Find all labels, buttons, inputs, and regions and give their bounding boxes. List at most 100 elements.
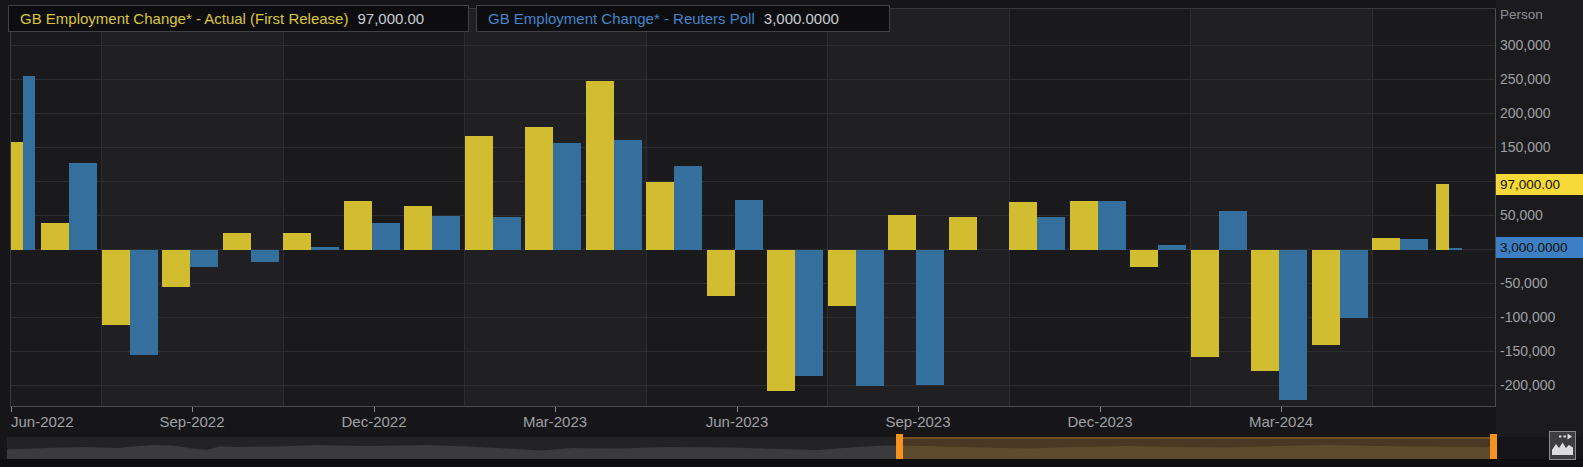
x-axis-tick-label: Sep-2023 (885, 413, 950, 430)
bar-poll-Sep-2022 (190, 250, 218, 267)
bar-actual-Feb-2023 (465, 136, 493, 250)
chart-plot-area[interactable] (10, 8, 1496, 407)
bar-actual-Oct-2022 (223, 233, 251, 250)
y-axis-tick-label: -100,000 (1500, 309, 1555, 325)
y-axis-tick-label: 50,000 (1500, 207, 1543, 223)
y-axis-tick-label: 300,000 (1500, 37, 1551, 53)
bar-poll-Feb-2023 (493, 217, 521, 250)
x-axis-tick-label: Dec-2022 (341, 413, 406, 430)
vertical-gridline (1372, 9, 1373, 406)
bar-poll-Nov-2023 (1037, 217, 1065, 250)
legend-poll-value: 3,000.0000 (764, 10, 839, 27)
bar-actual-Mar-2023 (525, 127, 553, 250)
scrollbar-right-handle[interactable] (1490, 434, 1497, 462)
x-axis-tick-label: Mar-2024 (1249, 413, 1313, 430)
x-axis-tick (918, 407, 919, 412)
bar-poll-Mar-2024 (1279, 250, 1307, 400)
timeline-preview-wave-selected (897, 437, 1497, 459)
y-axis-tick-label: 250,000 (1500, 71, 1551, 87)
x-axis-tick-label: Dec-2023 (1067, 413, 1132, 430)
bar-poll-Aug-2022 (130, 250, 158, 355)
quarter-band (101, 9, 283, 406)
bar-poll-Sep-2023 (916, 250, 944, 385)
bar-poll-Apr-2024 (1340, 250, 1368, 318)
horizontal-gridline (11, 181, 1495, 182)
y-axis: Person 300,000250,000200,000150,000100,0… (1496, 0, 1583, 437)
vertical-gridline (101, 9, 102, 406)
bar-actual-Sep-2023 (888, 215, 916, 250)
chart-restore-icon (1550, 432, 1575, 459)
bar-poll-Apr-2023 (614, 140, 642, 250)
y-axis-tick-label: 150,000 (1500, 139, 1551, 155)
bar-poll-Jan-2023 (432, 216, 460, 250)
vertical-gridline (827, 9, 828, 406)
bar-actual-Apr-2023 (586, 81, 614, 250)
scrollbar-left-handle[interactable] (896, 434, 903, 462)
bar-poll-Jan-2024 (1158, 245, 1186, 250)
y-axis-tick-label: -50,000 (1500, 275, 1547, 291)
bar-poll-Jul-2023 (795, 250, 823, 376)
bar-actual-Nov-2023 (1009, 202, 1037, 250)
bar-poll-Nov-2022 (311, 247, 339, 250)
legend-actual-value: 97,000.00 (357, 10, 424, 27)
bar-actual-Jul-2023 (767, 250, 795, 391)
bar-actual-Aug-2022 (102, 250, 130, 325)
y-axis-unit-label: Person (1500, 7, 1543, 22)
bar-actual-Dec-2022 (344, 201, 372, 250)
bar-poll-Dec-2022 (372, 223, 400, 250)
restore-chart-button[interactable] (1549, 431, 1576, 460)
bar-actual-Sep-2022 (162, 250, 190, 287)
bar-actual-Mar-2024 (1251, 250, 1279, 371)
x-axis-tick-label: Mar-2023 (523, 413, 587, 430)
bar-poll-Oct-2022 (251, 250, 279, 262)
timeline-scrollbar-selection[interactable] (897, 437, 1497, 459)
x-axis-tick-label: Sep-2022 (159, 413, 224, 430)
bar-actual-Jan-2024 (1130, 250, 1158, 267)
bar-poll-Jun-2023 (735, 200, 763, 250)
bar-poll-Jun-2022 (23, 76, 35, 250)
legend-actual-label: GB Employment Change* - Actual (First Re… (20, 10, 348, 27)
bar-poll-Dec-2023 (1098, 201, 1126, 250)
horizontal-gridline (11, 385, 1495, 386)
bar-actual-May-2024 (1372, 238, 1400, 250)
bar-poll-Jul-2022 (69, 163, 97, 250)
horizontal-gridline (11, 113, 1495, 114)
bar-actual-Nov-2022 (283, 233, 311, 250)
x-axis-tick (374, 407, 375, 412)
legend-actual[interactable]: GB Employment Change* - Actual (First Re… (8, 5, 469, 32)
x-axis-tick (1100, 407, 1101, 412)
bar-actual-Jun-2022 (11, 142, 23, 250)
bar-actual-May-2023 (646, 182, 674, 250)
legend-poll-label: GB Employment Change* - Reuters Poll (488, 10, 755, 27)
bar-actual-Dec-2023 (1070, 201, 1098, 250)
bar-actual-Jun-2023 (707, 250, 735, 296)
bar-poll-May-2024 (1400, 239, 1428, 250)
bar-actual-Oct-2023 (949, 217, 977, 250)
bar-poll-Aug-2023 (856, 250, 884, 386)
bar-actual-Apr-2024 (1312, 250, 1340, 345)
bar-actual-Jan-2023 (404, 206, 432, 250)
y-axis-tick-label: -200,000 (1500, 377, 1555, 393)
x-axis-tick (1281, 407, 1282, 412)
bar-actual-Jul-2022 (41, 223, 69, 250)
horizontal-gridline (11, 45, 1495, 46)
x-axis-tick-label: Jun-2022 (11, 413, 74, 430)
bottom-edge (0, 459, 1583, 467)
horizontal-gridline (11, 79, 1495, 80)
bar-actual-Feb-2024 (1191, 250, 1219, 357)
x-axis-tick (11, 407, 12, 412)
y-axis-tick-label: -150,000 (1500, 343, 1555, 359)
horizontal-gridline (11, 147, 1495, 148)
bar-poll-Jun-2024 (1449, 248, 1462, 250)
y-axis-tick-label: 200,000 (1500, 105, 1551, 121)
legend-poll[interactable]: GB Employment Change* - Reuters Poll 3,0… (476, 5, 890, 32)
vertical-gridline (283, 9, 284, 406)
bar-poll-May-2023 (674, 166, 702, 250)
x-axis-tick (555, 407, 556, 412)
x-axis-tick (737, 407, 738, 412)
x-axis-tick (192, 407, 193, 412)
bar-poll-Mar-2023 (553, 143, 581, 250)
bar-poll-Feb-2024 (1219, 211, 1247, 250)
bar-actual-Jun-2024 (1436, 184, 1449, 250)
poll-value-badge: 3,000.0000 (1496, 237, 1583, 258)
